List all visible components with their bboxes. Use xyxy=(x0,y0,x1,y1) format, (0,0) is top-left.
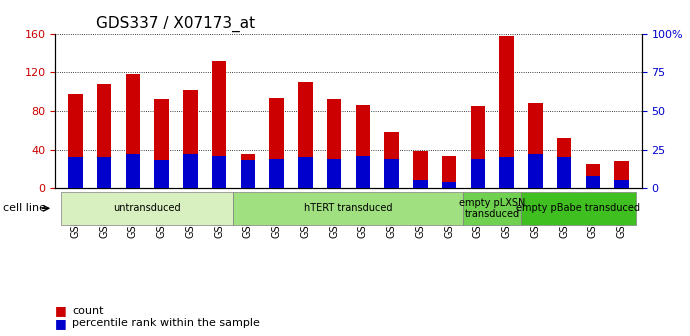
Bar xyxy=(586,176,600,188)
Bar xyxy=(413,180,428,188)
Bar xyxy=(355,156,370,188)
Text: ■: ■ xyxy=(55,317,67,330)
Bar xyxy=(586,164,600,188)
Bar xyxy=(557,138,571,188)
Bar xyxy=(500,157,514,188)
Bar xyxy=(557,157,571,188)
Text: GDS337 / X07173_at: GDS337 / X07173_at xyxy=(97,16,255,32)
Bar xyxy=(155,99,169,188)
Bar xyxy=(155,160,169,188)
Bar xyxy=(212,60,226,188)
Bar xyxy=(269,159,284,188)
Bar xyxy=(528,154,542,188)
Bar xyxy=(528,103,542,188)
Bar xyxy=(327,99,342,188)
Bar xyxy=(241,154,255,188)
Bar xyxy=(126,74,140,188)
Bar xyxy=(298,82,313,188)
Bar xyxy=(68,157,83,188)
Bar xyxy=(97,84,111,188)
Bar xyxy=(298,157,313,188)
Bar xyxy=(413,152,428,188)
Bar xyxy=(471,106,485,188)
Bar xyxy=(183,154,197,188)
Bar xyxy=(355,105,370,188)
Bar xyxy=(241,160,255,188)
Text: hTERT transduced: hTERT transduced xyxy=(304,203,393,213)
Bar xyxy=(471,159,485,188)
Text: cell line: cell line xyxy=(3,203,46,213)
Bar xyxy=(269,98,284,188)
Bar xyxy=(97,157,111,188)
Text: untransduced: untransduced xyxy=(113,203,181,213)
Bar xyxy=(68,94,83,188)
Text: empty pLXSN
transduced: empty pLXSN transduced xyxy=(459,198,525,219)
Text: empty pBabe transduced: empty pBabe transduced xyxy=(516,203,640,213)
Text: percentile rank within the sample: percentile rank within the sample xyxy=(72,318,260,328)
Bar xyxy=(327,159,342,188)
Bar xyxy=(384,159,399,188)
Bar xyxy=(614,180,629,188)
Text: count: count xyxy=(72,306,104,316)
Text: ■: ■ xyxy=(55,304,67,317)
Bar xyxy=(212,156,226,188)
Bar xyxy=(442,182,456,188)
Bar xyxy=(126,154,140,188)
Bar xyxy=(183,90,197,188)
Bar xyxy=(614,161,629,188)
Bar xyxy=(384,132,399,188)
Bar xyxy=(442,156,456,188)
Bar xyxy=(500,37,514,188)
